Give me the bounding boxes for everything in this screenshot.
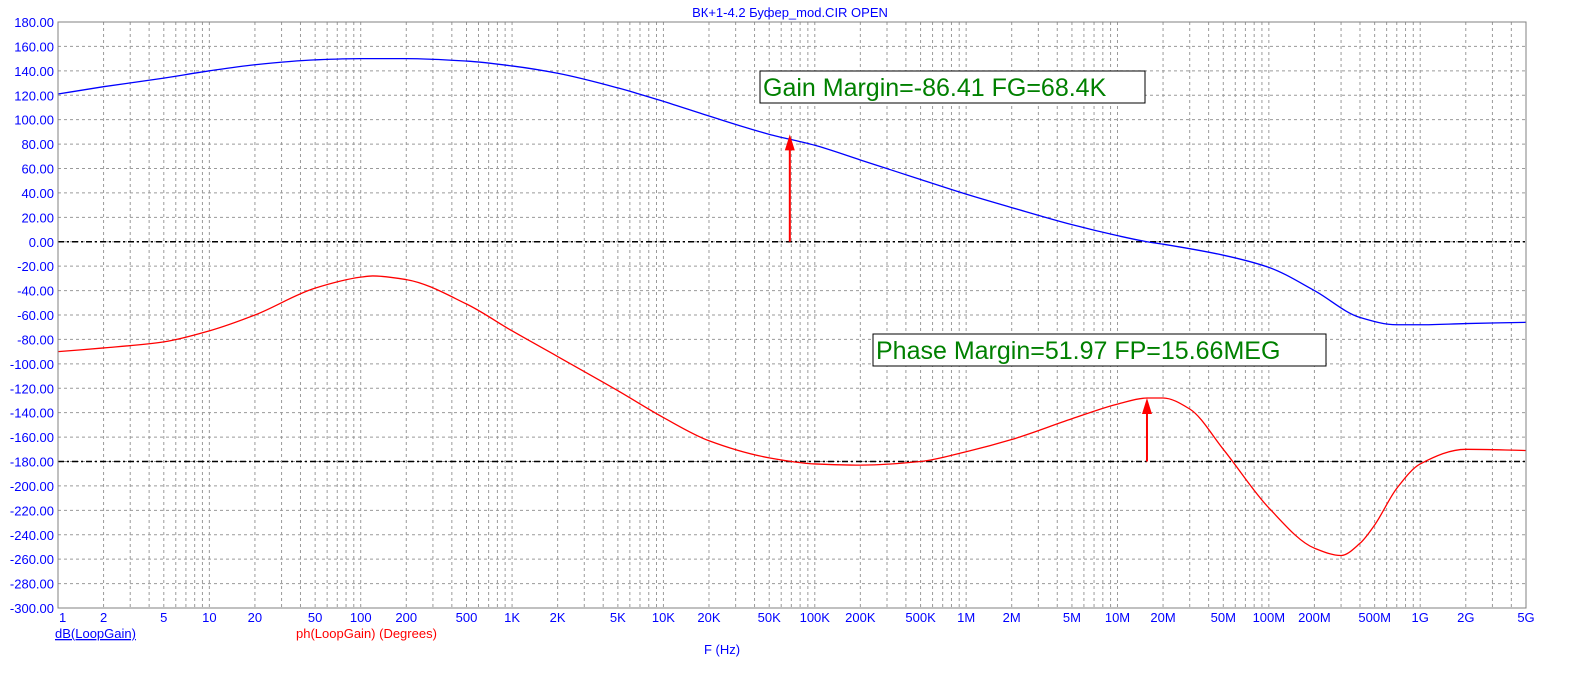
y-tick-label: 60.00 <box>21 162 54 177</box>
annotation-text: Phase Margin=51.97 FP=15.66MEG <box>876 337 1280 365</box>
y-tick-label: 0.00 <box>29 235 54 250</box>
y-tick-label: 20.00 <box>21 210 54 225</box>
x-tick-label: 100 <box>350 610 372 625</box>
x-tick-label: 200M <box>1298 610 1331 625</box>
x-tick-labels: 1 2 5 10 20 50 100 200 500 1K 2K 5K 10K 20K 50K 100K 200… <box>59 610 1535 625</box>
margin-annotations: Gain Margin=-86.41 FG=68.4K Phase Margin=… <box>759 70 1327 367</box>
x-tick-label: 10M <box>1105 610 1130 625</box>
x-axis-label: F (Hz) <box>704 642 740 657</box>
x-tick-label: 2G <box>1457 610 1474 625</box>
y-tick-label: -140.00 <box>10 406 54 421</box>
margin-arrows <box>784 134 1152 462</box>
phase-margin-label: Phase Margin=51.97 FP=15.66MEG <box>872 333 1327 367</box>
y-tick-label: -20.00 <box>17 259 54 274</box>
x-tick-label: 500M <box>1358 610 1391 625</box>
x-tick-label: 20K <box>697 610 720 625</box>
gain-curve <box>57 57 1527 326</box>
x-tick-label: 100M <box>1253 610 1286 625</box>
x-tick-label: 10 <box>202 610 216 625</box>
x-tick-label: 50M <box>1211 610 1236 625</box>
x-tick-label: 50 <box>308 610 322 625</box>
x-tick-label: 5 <box>160 610 167 625</box>
x-tick-label: 1 <box>59 610 66 625</box>
y-tick-label: 140.00 <box>14 64 54 79</box>
y-tick-label: -160.00 <box>10 430 54 445</box>
y-tick-label: -120.00 <box>10 381 54 396</box>
gain-margin-label: Gain Margin=-86.41 FG=68.4K <box>759 70 1146 104</box>
x-tick-label: 1M <box>957 610 975 625</box>
y-tick-label: 40.00 <box>21 186 54 201</box>
y-tick-label: -200.00 <box>10 479 54 494</box>
y-tick-label: -220.00 <box>10 503 54 518</box>
x-tick-label: 2K <box>550 610 566 625</box>
x-tick-label: 20M <box>1150 610 1175 625</box>
x-tick-label: 100K <box>800 610 831 625</box>
series-lines <box>57 57 1527 557</box>
arrow-head <box>1141 398 1152 415</box>
grid <box>57 21 1527 609</box>
y-tick-label: -60.00 <box>17 308 54 323</box>
x-tick-label: 10K <box>652 610 675 625</box>
x-tick-label: 2 <box>100 610 107 625</box>
y-tick-label: -280.00 <box>10 577 54 592</box>
x-tick-label: 500K <box>905 610 936 625</box>
arrow-head <box>784 134 795 151</box>
x-tick-label: 1K <box>504 610 520 625</box>
y-tick-label: -100.00 <box>10 357 54 372</box>
y-tick-label: 180.00 <box>14 15 54 30</box>
x-tick-label: 5G <box>1517 610 1534 625</box>
phase-curve <box>57 275 1527 557</box>
x-tick-label: 5K <box>610 610 626 625</box>
y-tick-label: 80.00 <box>21 137 54 152</box>
y-tick-label: 120.00 <box>14 88 54 103</box>
legend-phase-loopgain[interactable]: ph(LoopGain) (Degrees) <box>296 626 437 641</box>
annotation-text: Gain Margin=-86.41 FG=68.4K <box>763 74 1107 102</box>
plot-frame <box>57 21 1527 609</box>
x-tick-label: 500 <box>456 610 478 625</box>
y-tick-label: -240.00 <box>10 528 54 543</box>
annotation-box <box>759 70 1146 104</box>
y-tick-label: 160.00 <box>14 39 54 54</box>
x-tick-label: 20 <box>248 610 262 625</box>
y-tick-label: -260.00 <box>10 552 54 567</box>
y-tick-label: -300.00 <box>10 601 54 616</box>
x-tick-label: 50K <box>758 610 781 625</box>
y-tick-label: -40.00 <box>17 284 54 299</box>
x-tick-label: 1G <box>1412 610 1429 625</box>
x-tick-label: 200K <box>845 610 876 625</box>
chart-title: ВК+1-4.2 Буфер_mod.CIR OPEN <box>692 5 888 20</box>
y-tick-label: -180.00 <box>10 455 54 470</box>
y-tick-label: 100.00 <box>14 113 54 128</box>
x-tick-label: 5M <box>1063 610 1081 625</box>
x-tick-label: 200 <box>395 610 417 625</box>
x-tick-label: 2M <box>1003 610 1021 625</box>
legend-db-loopgain[interactable]: dB(LoopGain) <box>55 626 136 641</box>
annotation-box <box>872 333 1327 367</box>
y-tick-label: -80.00 <box>17 332 54 347</box>
y-tick-labels: 180.00 160.00 140.00 120.00 100.00 80.00 60.00… <box>10 15 54 616</box>
